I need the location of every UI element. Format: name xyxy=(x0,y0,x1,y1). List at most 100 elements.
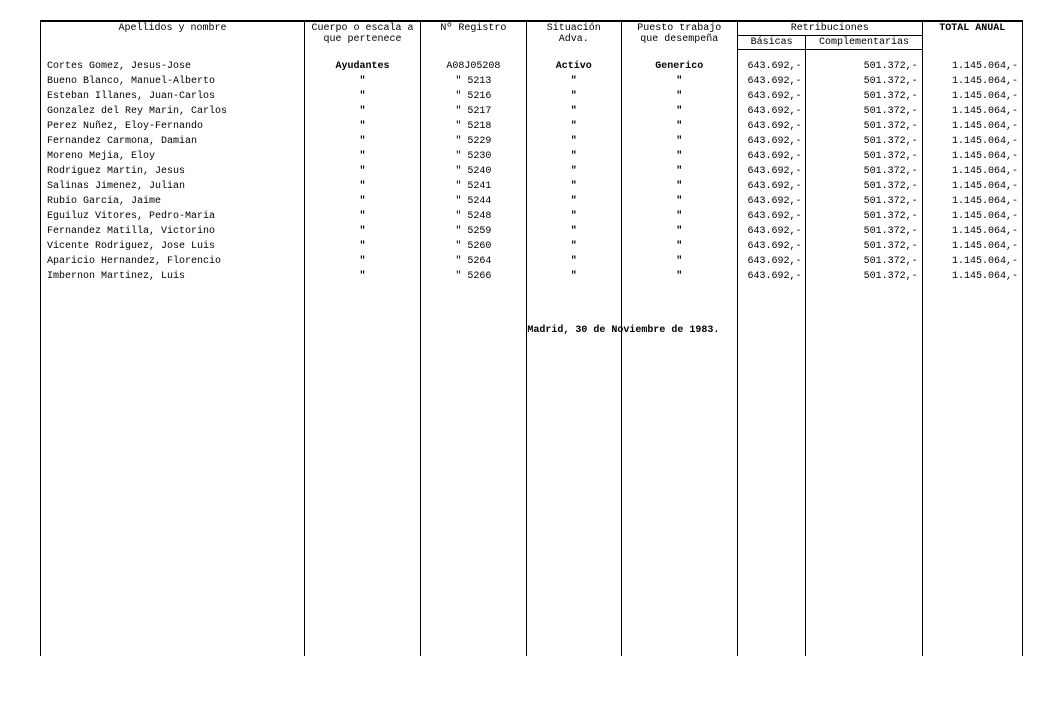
cell-cuerpo: " xyxy=(304,180,420,195)
cell-cuerpo: Ayudantes xyxy=(304,60,420,75)
cell-registro: " 5244 xyxy=(421,195,527,210)
cell-registro: " 5241 xyxy=(421,180,527,195)
table-header: Apellidos y nombre Cuerpo o escala a que… xyxy=(41,21,1023,50)
cell-complementarias: 501.372,- xyxy=(806,225,922,240)
cell-name: Imbernon Martinez, Luis xyxy=(41,270,305,285)
table-row: Cortes Gomez, Jesus-JoseAyudantesA08J052… xyxy=(41,60,1023,75)
cell-situacion: " xyxy=(526,90,621,105)
cell-cuerpo: " xyxy=(304,240,420,255)
cell-complementarias: 501.372,- xyxy=(806,180,922,195)
cell-name: Esteban Illanes, Juan-Carlos xyxy=(41,90,305,105)
cell-situacion: " xyxy=(526,135,621,150)
cell-name: Cortes Gomez, Jesus-Jose xyxy=(41,60,305,75)
cell-cuerpo: " xyxy=(304,270,420,285)
cell-complementarias: 501.372,- xyxy=(806,75,922,90)
cell-puesto: " xyxy=(621,135,737,150)
cell-total: 1.145.064,- xyxy=(922,225,1022,240)
cell-total: 1.145.064,- xyxy=(922,270,1022,285)
cell-registro: " 5230 xyxy=(421,150,527,165)
table-row: Gonzalez del Rey Marin, Carlos"" 5217""6… xyxy=(41,105,1023,120)
cell-situacion: " xyxy=(526,180,621,195)
cell-name: Vicente Rodriguez, Jose Luis xyxy=(41,240,305,255)
cell-puesto: " xyxy=(621,210,737,225)
cell-name: Bueno Blanco, Manuel-Alberto xyxy=(41,75,305,90)
cell-registro: " 5259 xyxy=(421,225,527,240)
header-total: TOTAL ANUAL xyxy=(922,21,1022,50)
header-complementarias: Complementarias xyxy=(806,36,922,50)
cell-situacion: " xyxy=(526,255,621,270)
header-puesto: Puesto trabajo que desempeña xyxy=(621,21,737,50)
cell-registro: " 5213 xyxy=(421,75,527,90)
cell-basicas: 643.692,- xyxy=(737,240,806,255)
cell-situacion: " xyxy=(526,150,621,165)
cell-name: Rubio Garcia, Jaime xyxy=(41,195,305,210)
cell-total: 1.145.064,- xyxy=(922,105,1022,120)
cell-puesto: Generico xyxy=(621,60,737,75)
cell-puesto: " xyxy=(621,180,737,195)
table-row: Aparicio Hernandez, Florencio"" 5264""64… xyxy=(41,255,1023,270)
cell-basicas: 643.692,- xyxy=(737,150,806,165)
cell-cuerpo: " xyxy=(304,195,420,210)
cell-complementarias: 501.372,- xyxy=(806,90,922,105)
cell-situacion: " xyxy=(526,225,621,240)
cell-complementarias: 501.372,- xyxy=(806,60,922,75)
cell-situacion: " xyxy=(526,270,621,285)
cell-complementarias: 501.372,- xyxy=(806,165,922,180)
header-situacion: Situación Adva. xyxy=(526,21,621,50)
cell-cuerpo: " xyxy=(304,135,420,150)
cell-complementarias: 501.372,- xyxy=(806,240,922,255)
cell-puesto: " xyxy=(621,240,737,255)
cell-basicas: 643.692,- xyxy=(737,270,806,285)
cell-registro: " 5218 xyxy=(421,120,527,135)
cell-total: 1.145.064,- xyxy=(922,210,1022,225)
payroll-table: Apellidos y nombre Cuerpo o escala a que… xyxy=(40,20,1023,656)
cell-basicas: 643.692,- xyxy=(737,75,806,90)
cell-cuerpo: " xyxy=(304,255,420,270)
cell-total: 1.145.064,- xyxy=(922,90,1022,105)
cell-situacion: " xyxy=(526,120,621,135)
header-basicas: Básicas xyxy=(737,36,806,50)
table-row: Rubio Garcia, Jaime"" 5244""643.692,-501… xyxy=(41,195,1023,210)
cell-puesto: " xyxy=(621,270,737,285)
cell-complementarias: 501.372,- xyxy=(806,270,922,285)
table-row: Bueno Blanco, Manuel-Alberto"" 5213""643… xyxy=(41,75,1023,90)
cell-basicas: 643.692,- xyxy=(737,210,806,225)
cell-puesto: " xyxy=(621,120,737,135)
cell-total: 1.145.064,- xyxy=(922,240,1022,255)
cell-basicas: 643.692,- xyxy=(737,255,806,270)
cell-basicas: 643.692,- xyxy=(737,135,806,150)
cell-basicas: 643.692,- xyxy=(737,60,806,75)
cell-name: Rodriguez Martin, Jesus xyxy=(41,165,305,180)
cell-total: 1.145.064,- xyxy=(922,75,1022,90)
cell-puesto: " xyxy=(621,90,737,105)
cell-cuerpo: " xyxy=(304,225,420,240)
table-row: Esteban Illanes, Juan-Carlos"" 5216""643… xyxy=(41,90,1023,105)
cell-complementarias: 501.372,- xyxy=(806,120,922,135)
cell-cuerpo: " xyxy=(304,105,420,120)
cell-registro: " 5229 xyxy=(421,135,527,150)
header-cuerpo: Cuerpo o escala a que pertenece xyxy=(304,21,420,50)
table-row: Eguiluz Vitores, Pedro-Maria"" 5248""643… xyxy=(41,210,1023,225)
cell-cuerpo: " xyxy=(304,75,420,90)
cell-name: Gonzalez del Rey Marin, Carlos xyxy=(41,105,305,120)
cell-total: 1.145.064,- xyxy=(922,195,1022,210)
cell-name: Salinas Jimenez, Julian xyxy=(41,180,305,195)
cell-puesto: " xyxy=(621,255,737,270)
table-row: Fernandez Carmona, Damian"" 5229""643.69… xyxy=(41,135,1023,150)
cell-cuerpo: " xyxy=(304,90,420,105)
cell-complementarias: 501.372,- xyxy=(806,150,922,165)
cell-cuerpo: " xyxy=(304,150,420,165)
cell-situacion: " xyxy=(526,210,621,225)
cell-registro: " 5266 xyxy=(421,270,527,285)
table-row: Moreno Mejia, Eloy"" 5230""643.692,-501.… xyxy=(41,150,1023,165)
cell-basicas: 643.692,- xyxy=(737,105,806,120)
cell-basicas: 643.692,- xyxy=(737,90,806,105)
cell-cuerpo: " xyxy=(304,165,420,180)
cell-name: Perez Nuñez, Eloy-Fernando xyxy=(41,120,305,135)
cell-puesto: " xyxy=(621,150,737,165)
cell-total: 1.145.064,- xyxy=(922,120,1022,135)
cell-cuerpo: " xyxy=(304,210,420,225)
cell-total: 1.145.064,- xyxy=(922,180,1022,195)
cell-complementarias: 501.372,- xyxy=(806,105,922,120)
cell-basicas: 643.692,- xyxy=(737,195,806,210)
